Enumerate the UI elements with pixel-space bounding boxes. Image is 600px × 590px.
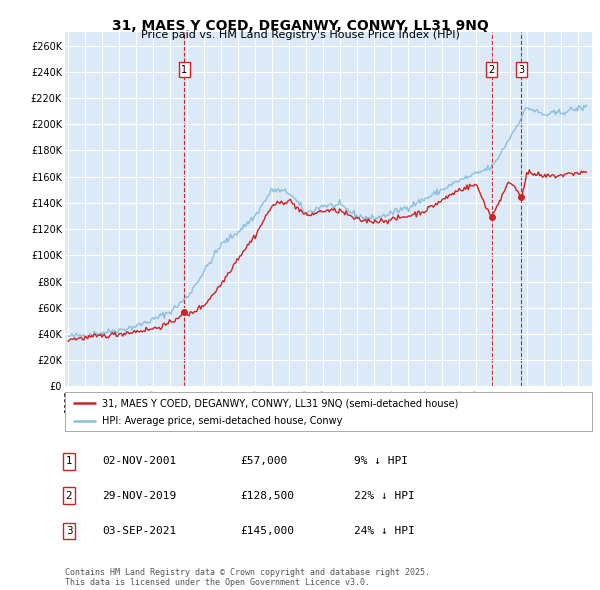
Text: 29-NOV-2019: 29-NOV-2019 [102,491,176,500]
Text: 31, MAES Y COED, DEGANWY, CONWY, LL31 9NQ: 31, MAES Y COED, DEGANWY, CONWY, LL31 9N… [112,19,488,33]
Text: 22% ↓ HPI: 22% ↓ HPI [354,491,415,500]
Text: 3: 3 [518,65,524,74]
Text: Contains HM Land Registry data © Crown copyright and database right 2025.
This d: Contains HM Land Registry data © Crown c… [65,568,430,587]
Text: £128,500: £128,500 [240,491,294,500]
Text: 1: 1 [65,457,73,466]
Text: 02-NOV-2001: 02-NOV-2001 [102,457,176,466]
Text: 9% ↓ HPI: 9% ↓ HPI [354,457,408,466]
Text: 24% ↓ HPI: 24% ↓ HPI [354,526,415,536]
Text: 2: 2 [488,65,494,74]
Text: 2: 2 [65,491,73,500]
Text: £57,000: £57,000 [240,457,287,466]
Text: 03-SEP-2021: 03-SEP-2021 [102,526,176,536]
Text: HPI: Average price, semi-detached house, Conwy: HPI: Average price, semi-detached house,… [101,416,342,426]
Text: 31, MAES Y COED, DEGANWY, CONWY, LL31 9NQ (semi-detached house): 31, MAES Y COED, DEGANWY, CONWY, LL31 9N… [101,398,458,408]
Text: 1: 1 [181,65,187,74]
Text: 3: 3 [65,526,73,536]
Text: £145,000: £145,000 [240,526,294,536]
Text: Price paid vs. HM Land Registry's House Price Index (HPI): Price paid vs. HM Land Registry's House … [140,30,460,40]
